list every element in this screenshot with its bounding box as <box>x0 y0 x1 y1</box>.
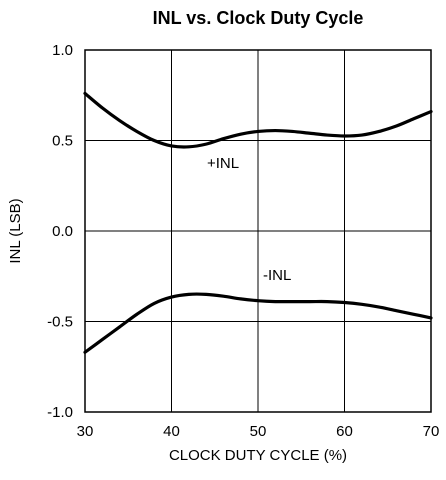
y-tick-label: 0.0 <box>52 223 73 240</box>
series-group <box>83 91 433 354</box>
x-tick-label: 40 <box>163 423 180 440</box>
grid <box>84 49 432 413</box>
y-tick-labels: -1.0 -0.5 0.0 0.5 1.0 <box>47 42 73 421</box>
series-line-plus-inl <box>83 91 433 149</box>
x-tick-label: 50 <box>250 423 267 440</box>
x-tick-label: 60 <box>336 423 353 440</box>
annotation-plus-inl: +INL <box>207 155 239 172</box>
y-axis-label: INL (LSB) <box>7 198 24 263</box>
series-line-minus-inl <box>83 292 433 354</box>
x-tick-label: 30 <box>77 423 94 440</box>
y-tick-label: 1.0 <box>52 42 73 59</box>
y-tick-label: -0.5 <box>47 314 73 331</box>
y-tick-label: -1.0 <box>47 404 73 421</box>
x-tick-label: 70 <box>423 423 440 440</box>
plot-frame <box>84 49 432 413</box>
x-tick-labels: 30 40 50 60 70 <box>77 423 440 440</box>
x-axis-label: CLOCK DUTY CYCLE (%) <box>169 447 347 464</box>
annotation-minus-inl: -INL <box>263 267 291 284</box>
chart-title: INL vs. Clock Duty Cycle <box>153 8 364 28</box>
y-tick-label: 0.5 <box>52 133 73 150</box>
